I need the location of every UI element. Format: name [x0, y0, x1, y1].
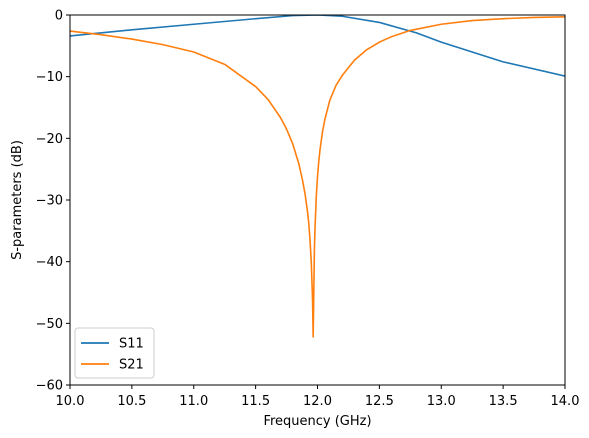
- x-tick-label: 10.5: [117, 394, 146, 409]
- y-axis-label: S-parameters (dB): [10, 140, 25, 260]
- x-tick-label: 12.0: [303, 394, 332, 409]
- y-tick-label: −10: [36, 70, 63, 85]
- legend-box: [74, 327, 155, 379]
- y-tick-label: −40: [36, 255, 63, 270]
- x-axis-label: Frequency (GHz): [263, 414, 371, 429]
- legend-label-s21: S21: [119, 358, 144, 373]
- x-axis: 10.0 10.5 11.0 11.5 12.0 12.5 13.0 13.5 14.0: [56, 385, 580, 409]
- series-line-s11: [70, 15, 565, 77]
- y-tick-label: −50: [36, 317, 63, 332]
- x-tick-label: 13.5: [489, 394, 518, 409]
- series-line-s21: [70, 16, 565, 338]
- x-tick-label: 11.5: [241, 394, 270, 409]
- x-tick-label: 13.0: [427, 394, 456, 409]
- x-tick-label: 14.0: [551, 394, 580, 409]
- x-tick-label: 12.5: [365, 394, 394, 409]
- series-layer: [70, 15, 565, 338]
- x-tick-label: 11.0: [179, 394, 208, 409]
- y-tick-label: −30: [36, 194, 63, 209]
- legend-label-s11: S11: [119, 337, 144, 352]
- y-axis: 0 −10 −20 −30 −40 −50 −60: [36, 9, 70, 394]
- y-tick-label: −60: [36, 379, 63, 394]
- y-tick-label: −20: [36, 132, 63, 147]
- x-tick-label: 10.0: [56, 394, 85, 409]
- y-tick-label: 0: [55, 9, 63, 24]
